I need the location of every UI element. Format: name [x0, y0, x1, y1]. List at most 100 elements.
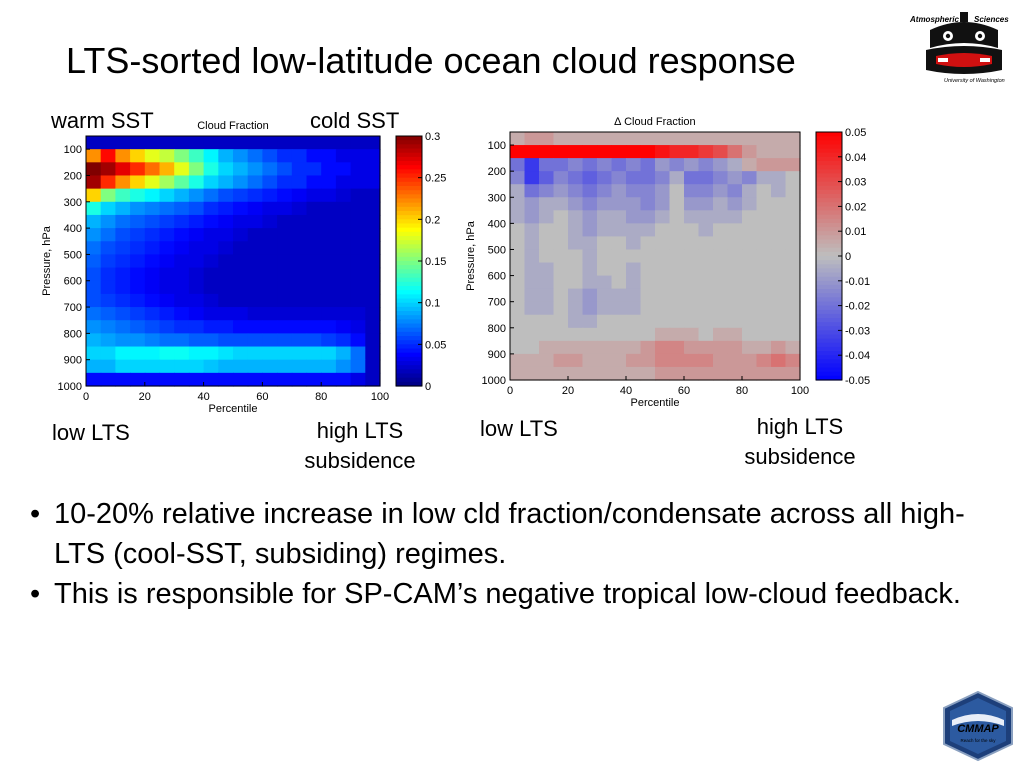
colorbar-tick-label: -0.03 [845, 325, 870, 337]
heatmap-cell [684, 132, 700, 146]
heatmap-cell [291, 175, 308, 190]
heatmap-cell [188, 267, 205, 282]
heatmap-cell [582, 262, 598, 277]
colorbar-segment [816, 251, 842, 257]
heatmap-cell [756, 262, 772, 277]
colorbar-segment [816, 375, 842, 381]
heatmap-cell [86, 214, 102, 229]
colorbar-segment [396, 136, 422, 141]
colorbar-segment [816, 222, 842, 228]
heatmap-cell [568, 262, 584, 277]
colorbar-segment [816, 318, 842, 323]
heatmap-cell [144, 162, 161, 177]
y-tick-label: 400 [64, 223, 82, 235]
heatmap-cell [174, 320, 190, 334]
heatmap-cell [698, 262, 714, 277]
heatmap-cell [655, 249, 671, 264]
heatmap-cell [713, 210, 729, 224]
heatmap-cell [203, 149, 219, 163]
colorbar-segment [396, 165, 422, 170]
heatmap-cell [640, 327, 656, 342]
y-tick-label: 800 [488, 323, 506, 335]
heatmap-cell [611, 236, 627, 251]
colorbar-segment [396, 277, 422, 283]
heatmap-cell [669, 223, 685, 238]
heatmap-cell [247, 241, 263, 256]
colorbar-segment [396, 181, 422, 187]
chart-title: ∆ Cloud Fraction [614, 116, 695, 128]
colorbar-segment [396, 236, 422, 241]
high-lts-left-line2: subsidence [304, 448, 416, 473]
heatmap-cell [553, 353, 569, 368]
heatmap-cell [159, 228, 175, 242]
heatmap-cell [698, 353, 714, 368]
heatmap-cell [742, 249, 758, 264]
heatmap-cell [335, 307, 352, 321]
heatmap-cell [335, 162, 352, 177]
heatmap-cell [524, 145, 540, 159]
heatmap-cell [742, 158, 758, 172]
heatmap-cell [188, 201, 205, 216]
heatmap-cell [262, 307, 278, 321]
heatmap-cell [510, 132, 526, 146]
totem-icon [926, 12, 1002, 74]
y-tick-label: 1000 [58, 381, 82, 393]
heatmap-cell [203, 228, 219, 242]
heatmap-cell [100, 241, 116, 256]
heatmap-cell [684, 327, 700, 342]
heatmap-cell [568, 301, 584, 316]
heatmap-cell [611, 340, 627, 355]
heatmap-cell [100, 359, 116, 374]
colorbar-segment [396, 261, 422, 266]
heatmap-cell [262, 136, 278, 150]
heatmap-cell [350, 162, 366, 177]
heatmap-cell [640, 288, 656, 303]
heatmap-cell [713, 353, 729, 368]
colorbar-segment [396, 177, 422, 183]
heatmap-cell [365, 228, 381, 242]
heatmap-cell [510, 210, 526, 224]
heatmap-cell [174, 188, 190, 203]
heatmap-cell [247, 254, 263, 269]
heatmap-cell [597, 262, 613, 277]
heatmap-cell [174, 136, 190, 150]
heatmap-cell [203, 136, 219, 150]
heatmap-cell [539, 288, 555, 303]
heatmap-cell [321, 228, 337, 242]
heatmap-cell [655, 301, 671, 316]
heatmap-cell [684, 288, 700, 303]
heatmap-cell [233, 228, 249, 242]
heatmap-cell [100, 214, 116, 229]
heatmap-cell [713, 275, 729, 290]
heatmap-cell [365, 307, 381, 321]
heatmap-cell [86, 162, 102, 177]
heatmap-cell [785, 275, 801, 290]
heatmap-cell [291, 320, 308, 334]
heatmap-cell [698, 301, 714, 316]
heatmap-cell [203, 333, 219, 348]
heatmap-cell [640, 340, 656, 355]
heatmap-cell [611, 275, 627, 290]
heatmap-cell [785, 184, 801, 198]
colorbar-segment [396, 256, 422, 262]
heatmap-cell [159, 267, 175, 282]
colorbar-segment [396, 369, 422, 375]
heatmap-cell [597, 340, 613, 355]
heatmap-cell [159, 254, 175, 269]
colorbar-segment [396, 190, 422, 195]
colorbar-segment [396, 152, 422, 158]
heatmap-cell [655, 353, 671, 368]
heatmap-cell [277, 359, 293, 374]
heatmap-cell [524, 340, 540, 355]
heatmap-cell [306, 149, 322, 163]
heatmap-cell [86, 136, 102, 150]
heatmap-cell [553, 314, 569, 329]
heatmap-cell [727, 327, 743, 342]
heatmap-cell [365, 136, 381, 150]
heatmap-cell [626, 262, 642, 277]
heatmap-cell [524, 197, 540, 211]
plot-frame [509, 131, 801, 381]
annotation-high-lts-left: high LTS subsidence [290, 416, 430, 476]
heatmap-cell [568, 197, 584, 211]
heatmap-cell [233, 267, 249, 282]
